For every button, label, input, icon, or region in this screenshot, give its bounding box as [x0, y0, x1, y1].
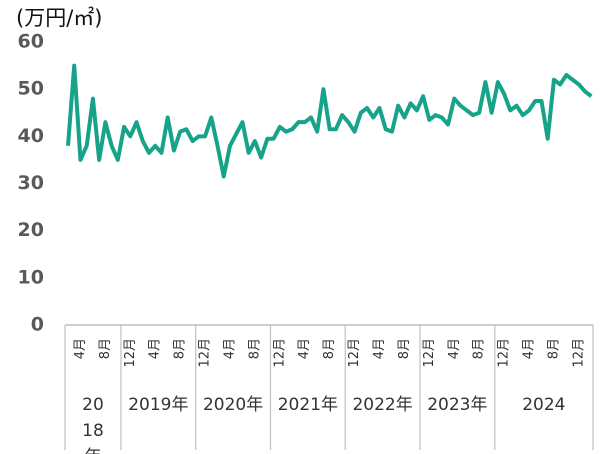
- x-tick-label: 8月: [98, 338, 113, 359]
- x-tick-label: 12月: [497, 338, 512, 368]
- year-label: 2023年: [427, 395, 488, 415]
- x-tick-label: 8月: [546, 338, 561, 359]
- year-label: 2020年: [202, 395, 264, 415]
- x-tick-label: 12月: [123, 338, 138, 368]
- year-label: 2022年: [352, 395, 413, 415]
- x-tick-label: 4月: [222, 338, 237, 359]
- y-tick-label: 50: [18, 78, 44, 100]
- y-tick-label: 60: [18, 31, 44, 53]
- x-tick-label: 4月: [148, 338, 163, 359]
- chart-title: (万円/㎡): [16, 6, 102, 30]
- x-tick-label: 8月: [472, 338, 487, 359]
- x-tick-label: 12月: [422, 338, 437, 368]
- x-tick-label: 8月: [247, 338, 262, 359]
- x-tick-label: 12月: [272, 338, 287, 368]
- year-label: 2024: [522, 395, 566, 415]
- y-tick-label: 40: [18, 125, 44, 147]
- year-label: 2019年: [128, 395, 189, 415]
- series-line: [66, 63, 593, 179]
- year-label: 2018年: [82, 395, 104, 454]
- y-tick-label: 10: [18, 266, 44, 288]
- x-tick-label: 4月: [297, 338, 312, 359]
- x-tick-label: 12月: [198, 338, 213, 368]
- x-tick-label: 4月: [372, 338, 387, 359]
- x-tick-label: 8月: [173, 338, 188, 359]
- y-tick-label: 20: [18, 219, 44, 241]
- year-label: 2021年: [277, 395, 338, 415]
- x-tick-label: 8月: [322, 338, 337, 359]
- x-tick-label: 8月: [397, 338, 412, 359]
- x-tick-label: 12月: [571, 338, 586, 368]
- x-tick-label: 4月: [447, 338, 462, 359]
- x-tick-label: 12月: [347, 338, 362, 368]
- y-tick-label: 0: [31, 314, 44, 336]
- x-tick-label: 4月: [522, 338, 537, 359]
- x-tick-label: 4月: [73, 338, 88, 359]
- y-tick-label: 30: [18, 172, 44, 194]
